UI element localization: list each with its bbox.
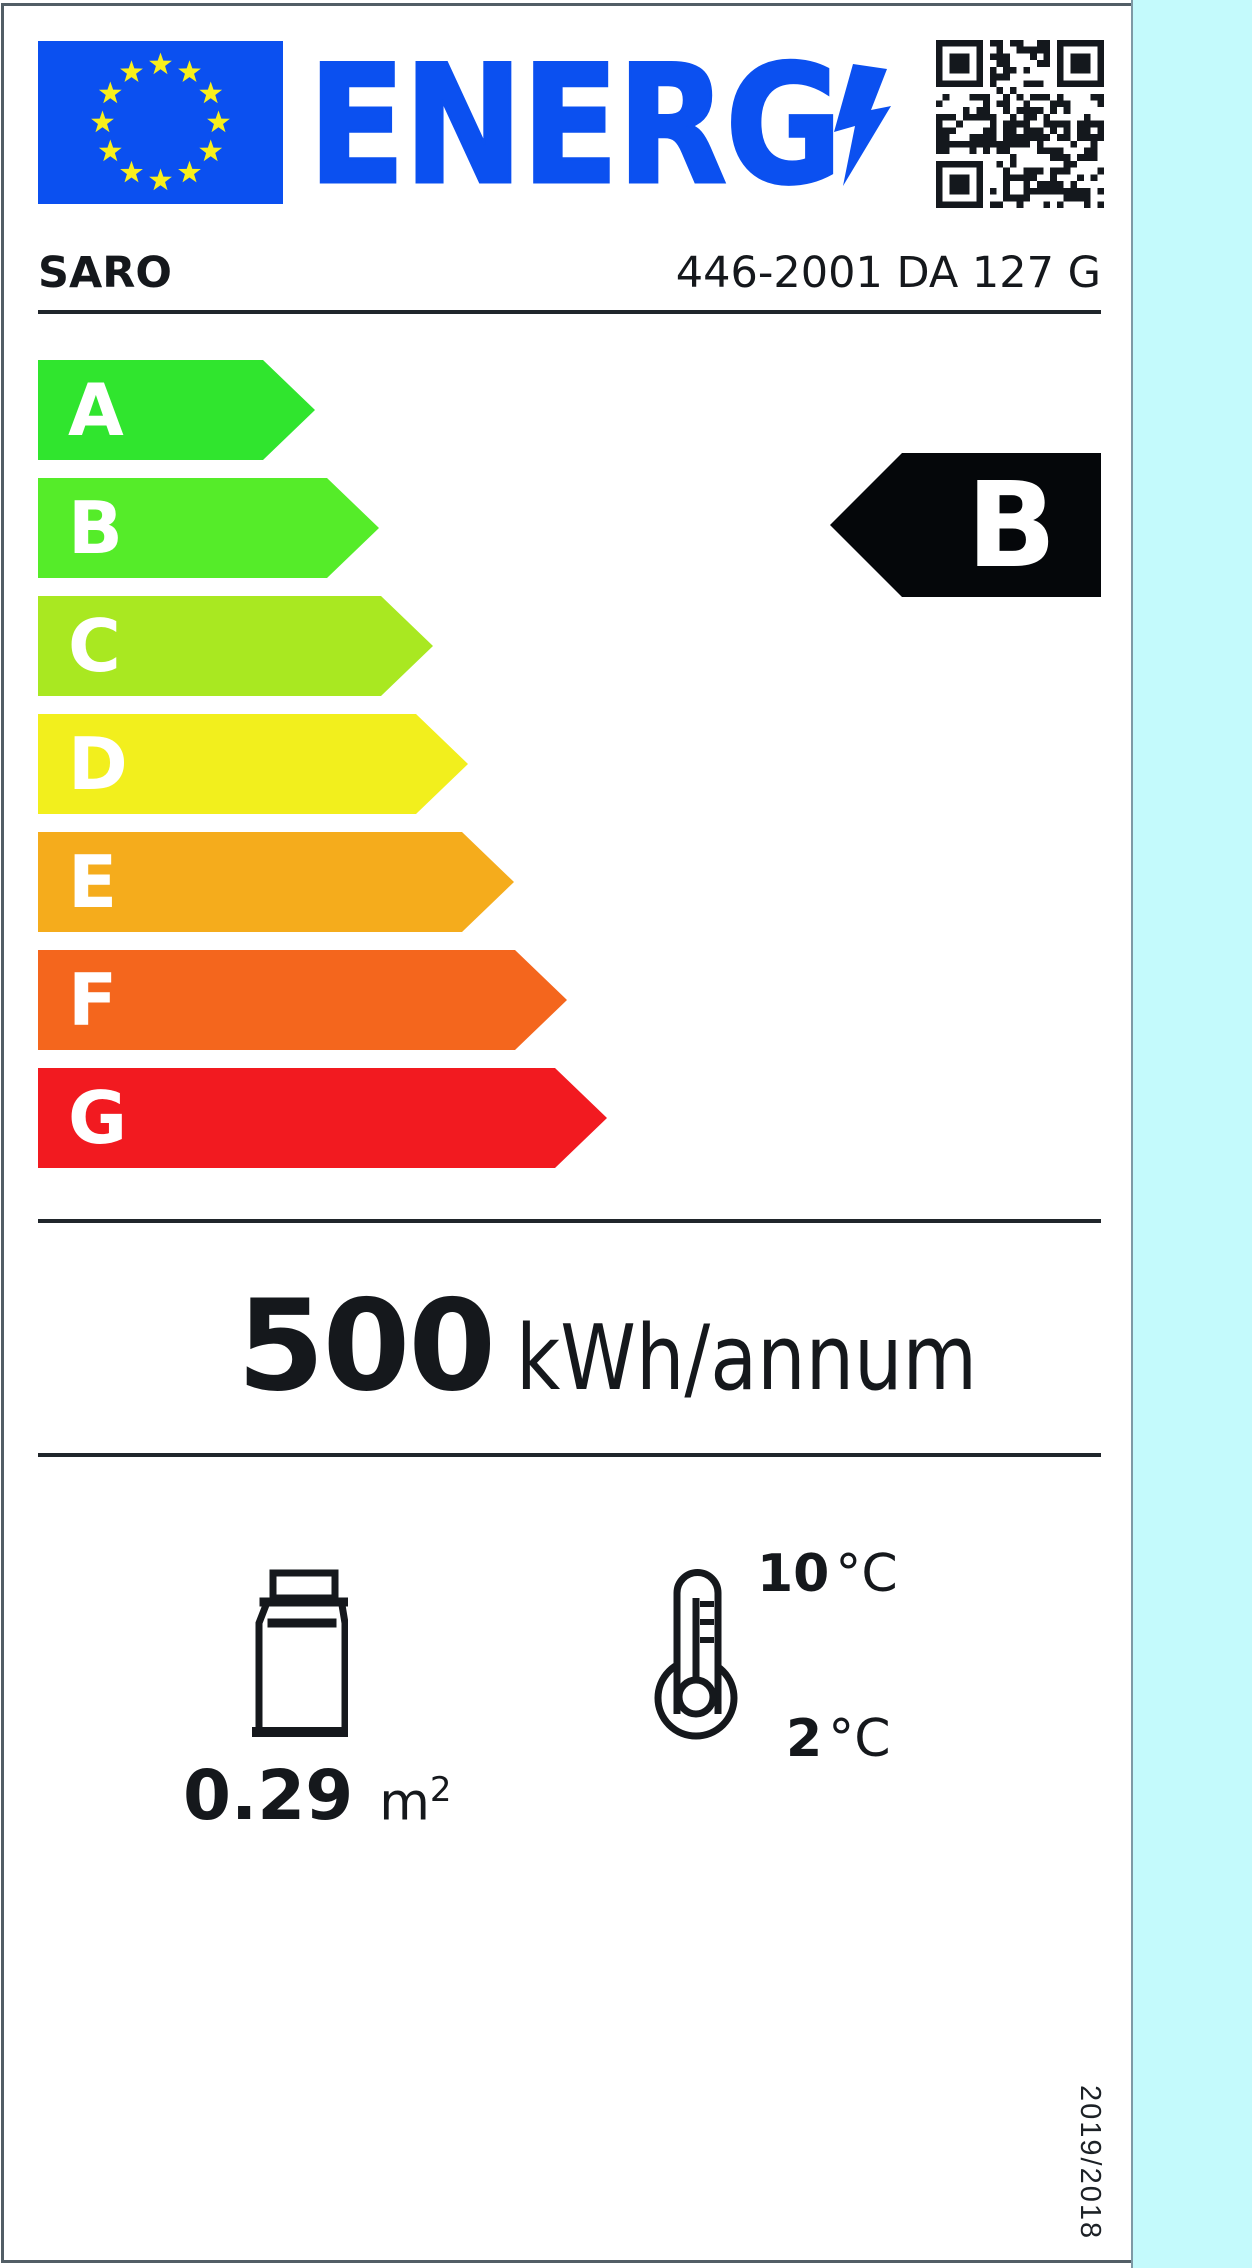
eu-flag-icon (38, 41, 283, 204)
energy-consumption-value: 500 (237, 1272, 496, 1419)
energ-logo-text: ENERG (307, 30, 844, 221)
temperature-min-unit: °C (828, 1709, 891, 1769)
label-border (1, 3, 1131, 2263)
grade-bar-c: C (38, 596, 433, 696)
grade-bar-f: F (38, 950, 567, 1050)
regulation-reference: 2019/2018 (1074, 2085, 1106, 2241)
grade-letter-d: D (68, 722, 128, 806)
grade-letter-e: E (68, 840, 118, 924)
display-area-unit: m2 (379, 1769, 452, 1832)
grade-bar-g: G (38, 1068, 607, 1168)
temperature-max-unit: °C (835, 1544, 898, 1604)
grade-bar-d: D (38, 714, 468, 814)
background-strip (1131, 0, 1252, 2268)
energy-consumption: 500 kWh/annum (237, 1283, 1058, 1409)
display-area-value: 0.29 (183, 1756, 354, 1836)
temperature-min-value: 2 (786, 1709, 823, 1769)
temperature-min: 2 °C (786, 1713, 891, 1765)
divider-scale (38, 1219, 1101, 1223)
brand-name: SARO (38, 248, 172, 298)
energy-consumption-unit: kWh/annum (516, 1306, 978, 1411)
grade-bar-e: E (38, 832, 514, 932)
grade-letter-b: B (68, 486, 123, 570)
grade-bar-a: A (38, 360, 315, 460)
grade-letter-a: A (68, 368, 124, 452)
lightning-bolt-icon (834, 64, 891, 186)
divider-header (38, 310, 1101, 314)
grade-letter-f: F (68, 958, 118, 1042)
current-rating-letter: B (966, 456, 1057, 594)
display-area: 0.29 m2 (183, 1762, 452, 1831)
thermometer-icon (654, 1569, 738, 1740)
temperature-max-value: 10 (757, 1544, 830, 1604)
divider-energy (38, 1453, 1101, 1457)
grade-letter-g: G (68, 1076, 128, 1160)
bottle-icon (252, 1569, 348, 1737)
model-number: 446-2001 DA 127 G (675, 248, 1101, 298)
grade-letter-c: C (68, 604, 121, 688)
temperature-max: 10 °C (757, 1548, 898, 1600)
qr-code-icon (936, 40, 1104, 208)
grade-bar-b: B (38, 478, 379, 578)
